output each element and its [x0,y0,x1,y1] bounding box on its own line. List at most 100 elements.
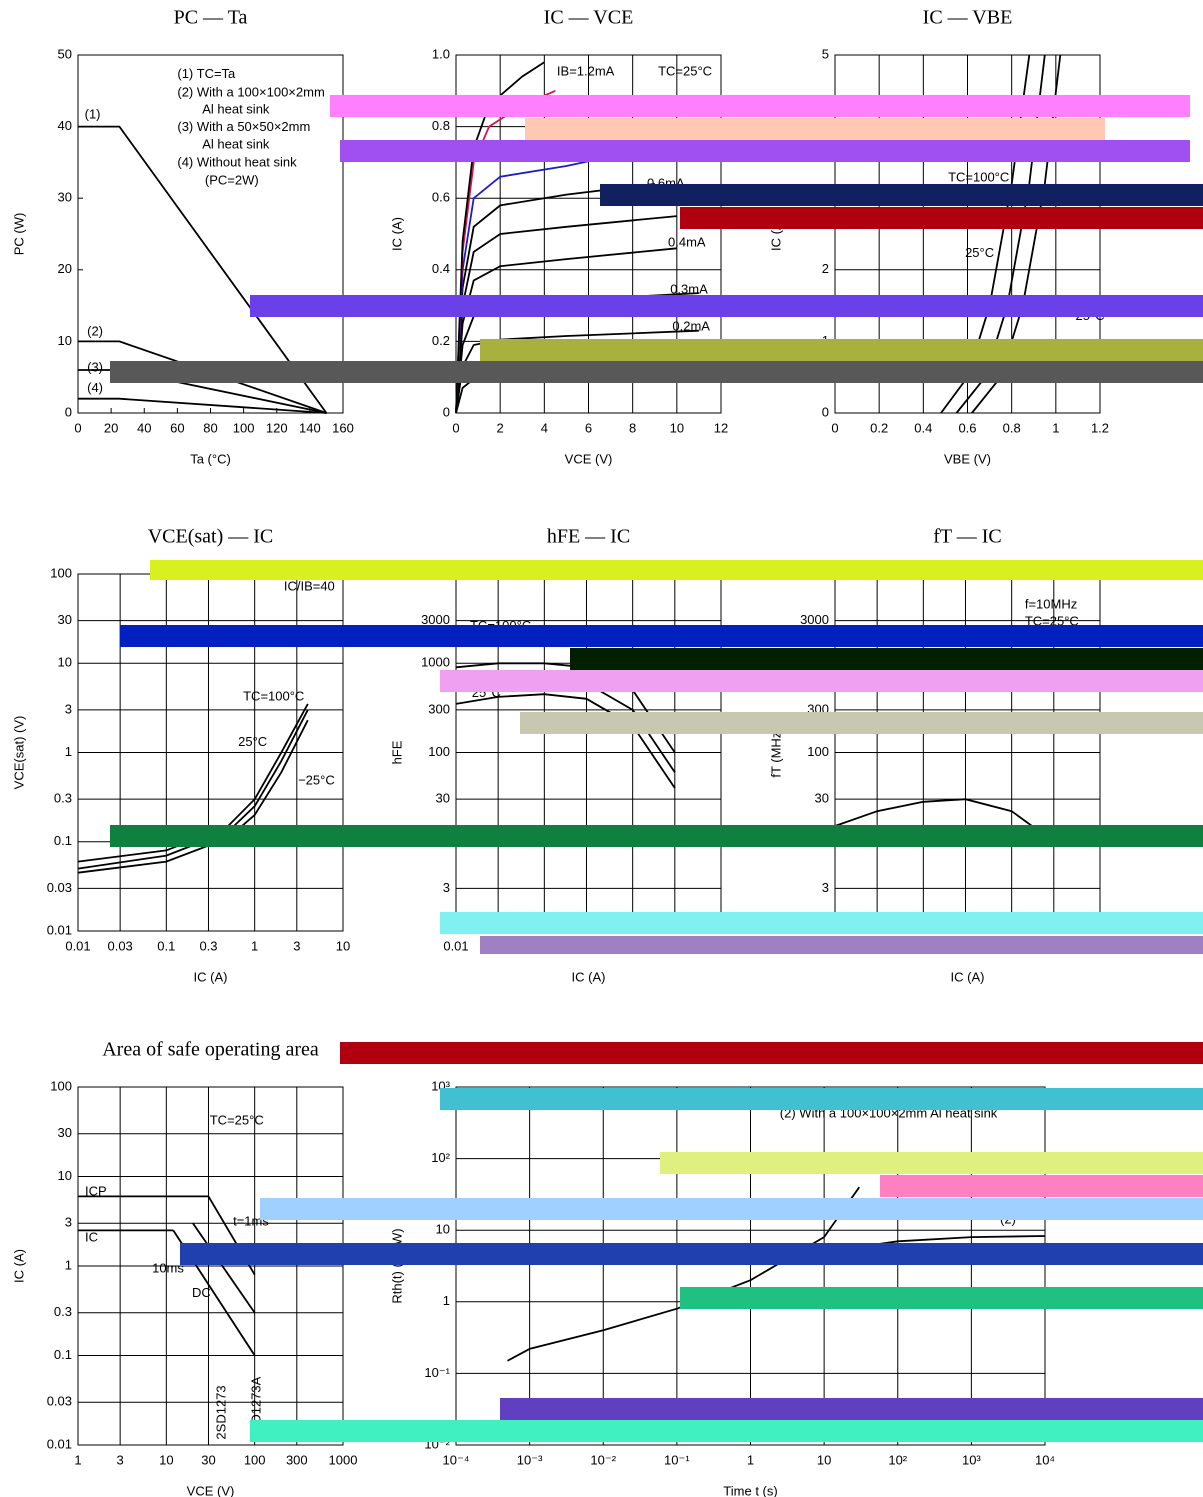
annotation: (1) [85,107,101,122]
y-tick-label: 0.6 [432,190,450,205]
curve [77,703,309,863]
x-tick-label: 0.1 [157,938,175,953]
x-tick-label: 1 [251,938,258,953]
y-tick-label: 50 [58,46,72,61]
chart-title: hFE — IC [547,526,630,548]
y-tick-label: 10 [436,1222,450,1237]
y-tick-label: 3 [443,880,450,895]
glitch-bar [260,1198,1203,1220]
annotation: −25°C [298,772,335,787]
y-tick-label: 0.1 [54,833,72,848]
x-tick-label: 100 [233,420,255,435]
x-tick-label: 0.6 [958,420,976,435]
glitch-bar [680,207,1203,229]
y-tick-label: 10² [431,1150,450,1165]
x-tick-label: 4 [541,420,548,435]
annotation: (PC=2W) [205,172,259,187]
glitch-bar [880,1175,1203,1197]
annotation: (4) [87,380,103,395]
x-axis-label: IC (A) [194,969,228,984]
annotation: DC [192,1285,211,1300]
x-tick-label: 1 [747,1452,754,1467]
y-tick-label: 10 [58,655,72,670]
y-tick-label: 30 [436,791,450,806]
x-tick-label: 1 [1052,420,1059,435]
curve [455,247,677,414]
x-axis-label: VCE (V) [187,1483,235,1497]
y-tick-label: 2 [822,261,829,276]
y-tick-label: 0.1 [54,1347,72,1362]
x-tick-label: 0.2 [870,420,888,435]
glitch-bar [520,712,1203,734]
y-axis-label: PC (W) [11,213,26,256]
annotation: ICP [85,1184,107,1199]
glitch-bar [440,1088,1203,1110]
x-tick-label: 10⁻¹ [664,1452,690,1467]
x-tick-label: 10⁻³ [517,1452,543,1467]
x-tick-label: 10³ [962,1452,981,1467]
y-axis-label: fT (MHz) [768,727,783,777]
annotation: IB=1.2mA [557,64,615,79]
annotation: (2) [87,324,103,339]
y-tick-label: 30 [58,612,72,627]
x-axis-label: IC (A) [572,969,606,984]
x-tick-label: 10⁴ [1035,1452,1055,1467]
y-tick-label: 100 [50,1078,72,1093]
y-tick-label: 100 [807,744,829,759]
annotation: TC=25°C [658,64,712,79]
y-tick-label: 3000 [421,612,450,627]
y-tick-label: 0.2 [432,333,450,348]
glitch-bar [110,361,1203,383]
glitch-bar [480,936,1203,954]
glitch-bar [330,95,1190,117]
annotation: Al heat sink [202,137,270,152]
annotation: f=10MHz [1025,597,1077,612]
annotation: TC=100°C [243,688,304,703]
y-tick-label: 1000 [421,655,450,670]
y-tick-label: 1.0 [432,46,450,61]
x-tick-label: 10 [670,420,684,435]
curve [78,397,327,414]
x-axis-label: Time t (s) [723,1483,777,1497]
curve [192,1222,256,1314]
glitch-bar [120,625,1203,647]
x-tick-label: 1.2 [1091,420,1109,435]
x-tick-label: 2 [497,420,504,435]
y-tick-label: 40 [58,118,72,133]
y-tick-label: 1 [65,1257,72,1272]
glitch-bar [180,1243,1203,1265]
x-tick-label: 60 [170,420,184,435]
curve [77,709,309,870]
y-tick-label: 0.4 [432,261,450,276]
glitch-bar [440,670,1203,692]
y-axis-label: IC (A) [389,217,404,251]
y-tick-label: 3 [822,880,829,895]
annotation: (3) With a 50×50×2mm [177,119,310,134]
y-tick-label: 0.01 [47,922,72,937]
x-axis-label: Ta (°C) [190,451,231,466]
annotation: Al heat sink [202,102,270,117]
annotation: IC/IB=40 [284,579,335,594]
glitch-bar [110,825,1203,847]
y-axis-label: IC (A) [11,1249,26,1283]
y-tick-label: 0.01 [47,1436,72,1451]
annotation: 25°C [965,245,994,260]
y-tick-label: 0.03 [47,1394,72,1409]
chart-title: fT — IC [933,526,1002,548]
x-tick-label: 10 [336,938,350,953]
y-tick-label: 0.3 [54,1304,72,1319]
x-tick-label: 20 [104,420,118,435]
chart-title: IC — VBE [923,7,1013,29]
x-tick-label: 120 [266,420,288,435]
x-tick-label: 0 [74,420,81,435]
curve [455,693,676,789]
x-tick-label: 10⁻⁴ [443,1452,470,1467]
x-tick-label: 0 [452,420,459,435]
annotation: (1) TC=Ta [177,66,236,81]
y-tick-label: 30 [815,791,829,806]
x-tick-label: 0.03 [107,938,132,953]
annotation: (2) With a 100×100×2mm [177,84,324,99]
annotation: (3) [87,359,103,374]
chart-title: VCE(sat) — IC [148,526,274,548]
